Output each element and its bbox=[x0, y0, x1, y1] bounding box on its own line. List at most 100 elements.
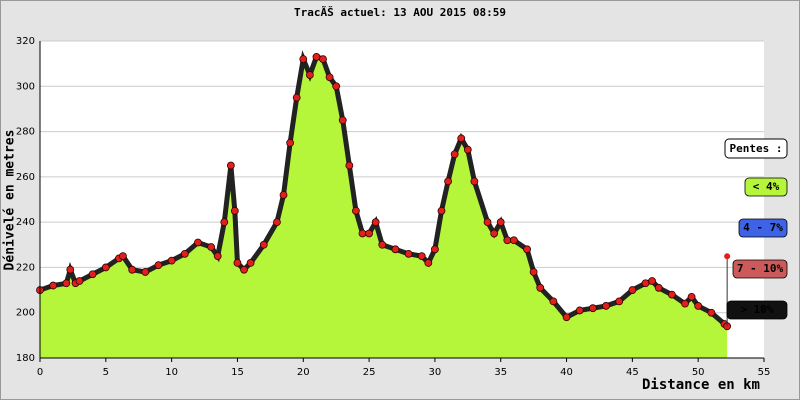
point bbox=[292, 93, 301, 102]
x-tick-label: 40 bbox=[560, 367, 573, 378]
point bbox=[286, 138, 295, 147]
point bbox=[305, 71, 314, 79]
point bbox=[220, 218, 229, 227]
point bbox=[312, 52, 321, 61]
x-tick-label: 45 bbox=[626, 367, 639, 378]
point bbox=[549, 297, 558, 306]
point bbox=[338, 116, 347, 125]
point bbox=[470, 177, 479, 186]
point bbox=[444, 177, 452, 186]
point bbox=[345, 161, 354, 170]
point bbox=[325, 73, 334, 82]
point bbox=[602, 302, 610, 310]
point bbox=[615, 297, 624, 306]
point bbox=[391, 245, 400, 254]
y-axis-label: Dénivelé en metres bbox=[3, 130, 18, 271]
point bbox=[562, 313, 571, 322]
point bbox=[667, 290, 676, 299]
point bbox=[575, 306, 584, 315]
point bbox=[457, 134, 466, 143]
point bbox=[536, 283, 545, 292]
point bbox=[588, 304, 597, 313]
point bbox=[431, 245, 439, 254]
point bbox=[273, 218, 281, 227]
legend-swatch bbox=[738, 218, 788, 238]
point bbox=[141, 268, 150, 276]
x-tick-label: 50 bbox=[692, 367, 705, 378]
point bbox=[687, 292, 696, 301]
x-axis-label: Distance en km bbox=[642, 377, 760, 393]
point bbox=[226, 161, 235, 170]
x-tick-label: 25 bbox=[363, 367, 376, 378]
point bbox=[66, 265, 75, 274]
y-tick-label: 260 bbox=[16, 172, 35, 183]
legend-label: 7 - 10% bbox=[737, 262, 784, 275]
legend-title: Pentes : bbox=[730, 142, 783, 155]
point bbox=[240, 265, 248, 274]
point bbox=[352, 206, 360, 215]
point bbox=[233, 258, 242, 267]
point bbox=[463, 145, 472, 154]
point bbox=[230, 206, 239, 215]
x-tick-label: 5 bbox=[103, 367, 109, 378]
point bbox=[371, 218, 380, 227]
point bbox=[694, 302, 703, 310]
point bbox=[483, 218, 492, 227]
point bbox=[332, 82, 341, 91]
legend-label: 4 - 7% bbox=[743, 221, 783, 234]
point bbox=[404, 249, 413, 258]
x-tick-label: 55 bbox=[758, 367, 771, 378]
legend-swatch bbox=[732, 259, 788, 279]
point bbox=[378, 240, 387, 249]
x-tick-label: 15 bbox=[231, 367, 244, 378]
point bbox=[180, 249, 189, 258]
point bbox=[628, 286, 637, 294]
point bbox=[128, 265, 137, 274]
point bbox=[101, 263, 110, 272]
point bbox=[62, 279, 71, 288]
legend-label: < 4% bbox=[753, 180, 780, 193]
point bbox=[437, 206, 446, 215]
point bbox=[213, 252, 222, 261]
y-tick-label: 200 bbox=[16, 308, 35, 319]
point bbox=[450, 150, 459, 159]
point bbox=[75, 277, 84, 285]
point bbox=[49, 281, 58, 290]
y-tick-label: 320 bbox=[16, 36, 35, 47]
point bbox=[641, 279, 650, 288]
point bbox=[259, 240, 268, 249]
legend-label: > 10% bbox=[740, 303, 773, 316]
point bbox=[154, 261, 163, 270]
point bbox=[417, 252, 426, 261]
point bbox=[523, 245, 531, 254]
x-tick-label: 10 bbox=[165, 367, 178, 378]
x-tick-label: 30 bbox=[429, 367, 442, 378]
point bbox=[707, 308, 716, 317]
point bbox=[88, 270, 97, 279]
y-tick-label: 220 bbox=[16, 262, 35, 273]
point bbox=[319, 55, 327, 64]
x-tick-label: 20 bbox=[297, 367, 310, 378]
legend-title-box bbox=[724, 138, 788, 159]
y-tick-label: 240 bbox=[16, 217, 35, 228]
point bbox=[681, 299, 689, 308]
point bbox=[194, 238, 202, 247]
point bbox=[529, 268, 538, 276]
point bbox=[424, 258, 433, 267]
point bbox=[496, 218, 505, 227]
end-marker-dot bbox=[724, 253, 731, 260]
area bbox=[40, 56, 728, 358]
point bbox=[207, 243, 216, 251]
chart-title: TracÃŠ actuel: 13 AOU 2015 08:59 bbox=[294, 6, 506, 19]
point bbox=[167, 256, 176, 265]
point bbox=[648, 277, 657, 285]
legend-swatch bbox=[726, 300, 788, 320]
point bbox=[299, 55, 308, 64]
point bbox=[365, 229, 373, 238]
legend-swatch bbox=[744, 177, 788, 197]
x-tick-label: 35 bbox=[494, 367, 507, 378]
x-tick-label: 0 bbox=[37, 367, 43, 378]
point bbox=[509, 236, 518, 245]
y-tick-label: 180 bbox=[16, 353, 35, 364]
